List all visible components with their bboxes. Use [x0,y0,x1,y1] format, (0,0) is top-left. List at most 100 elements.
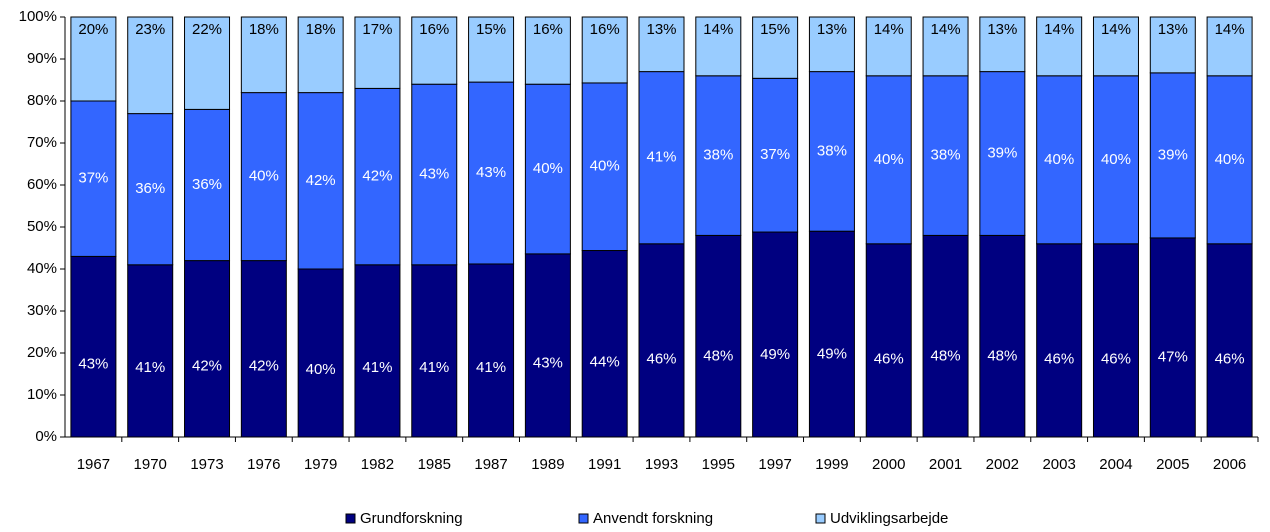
data-label: 40% [874,151,904,168]
bar-segment [240,16,287,94]
data-label: 18% [249,21,279,38]
bar-segment [581,250,628,438]
y-tick-label: 90% [27,50,57,67]
data-label: 38% [817,142,847,159]
data-label: 43% [419,165,449,182]
bar-segment [695,16,742,77]
bar-segment [468,81,515,265]
bar-segment [1036,75,1083,245]
data-label: 41% [362,359,392,376]
bar-segment [127,264,174,438]
data-label: 41% [135,359,165,376]
data-label: 49% [817,346,847,363]
bar-segment [468,263,515,438]
data-label: 13% [817,21,847,38]
bar-segment [695,75,742,236]
data-label: 48% [987,347,1017,364]
data-label: 40% [1044,151,1074,168]
data-label: 17% [362,21,392,38]
bar-segment [1206,75,1253,245]
data-label: 15% [476,21,506,38]
data-label: 41% [476,359,506,376]
bar-segment [354,264,401,438]
data-label: 40% [249,168,279,185]
bar-segment [184,108,231,262]
x-tick-label: 1973 [190,456,223,473]
bar-segment [1036,16,1083,77]
bar-segment [411,83,458,266]
data-label: 49% [760,346,790,363]
data-label: 20% [78,21,108,38]
bar-segment [1149,72,1196,239]
bar-segment [297,16,344,94]
bar-segment [1206,243,1253,438]
x-tick-label: 1970 [134,456,167,473]
x-tick-label: 1979 [304,456,337,473]
bar-segment [297,92,344,270]
data-label: 22% [192,21,222,38]
data-label: 39% [987,144,1017,161]
y-tick-label: 60% [27,176,57,193]
x-tick-label: 2001 [929,456,962,473]
data-label: 41% [419,359,449,376]
data-label: 42% [249,357,279,374]
data-label: 16% [419,21,449,38]
x-tick-label: 2006 [1213,456,1246,473]
y-tick-label: 70% [27,134,57,151]
bar-segment [1092,16,1139,77]
data-label: 36% [135,180,165,197]
data-label: 13% [646,21,676,38]
bar-segment [70,16,117,102]
legend-swatch [578,513,589,524]
data-label: 47% [1158,348,1188,365]
data-label: 36% [192,176,222,193]
data-label: 13% [1158,21,1188,38]
y-tick-label: 10% [27,386,57,403]
y-tick-label: 20% [27,344,57,361]
data-label: 46% [1044,351,1074,368]
x-tick-label: 2000 [872,456,905,473]
bar-segment [808,71,855,232]
data-label: 43% [78,356,108,373]
bar-segment [922,16,969,77]
data-label: 42% [362,168,392,185]
data-label: 40% [306,361,336,378]
bar-segment [865,75,912,245]
legend-label: Grundforskning [360,510,463,527]
bar-segment [1206,16,1253,77]
x-tick-label: 1967 [77,456,110,473]
x-tick-label: 1982 [361,456,394,473]
data-label: 18% [306,21,336,38]
x-tick-label: 2004 [1099,456,1132,473]
bar-segment [468,16,515,83]
data-label: 40% [1215,151,1245,168]
bar-segment [638,71,685,245]
bar-segment [752,77,799,233]
bar-segment [184,260,231,438]
bar-segment [979,16,1026,73]
y-tick-label: 40% [27,260,57,277]
data-label: 46% [874,351,904,368]
bar-segment [752,16,799,79]
data-label: 14% [931,21,961,38]
data-label: 43% [533,355,563,372]
x-tick-label: 1999 [815,456,848,473]
bar-segment [70,100,117,257]
data-label: 42% [192,357,222,374]
bar-segment [752,231,799,438]
bar-segment [354,16,401,89]
bar-segment [808,16,855,73]
data-label: 42% [306,172,336,189]
bar-segment [922,75,969,236]
bar-segment [638,16,685,73]
y-tick-label: 100% [19,8,57,25]
data-label: 40% [590,158,620,175]
x-tick-label: 1991 [588,456,621,473]
y-tick-label: 30% [27,302,57,319]
x-tick-label: 2005 [1156,456,1189,473]
legend-swatch [345,513,356,524]
x-tick-label: 1985 [418,456,451,473]
data-label: 48% [703,347,733,364]
data-label: 13% [987,21,1017,38]
y-tick-label: 50% [27,218,57,235]
